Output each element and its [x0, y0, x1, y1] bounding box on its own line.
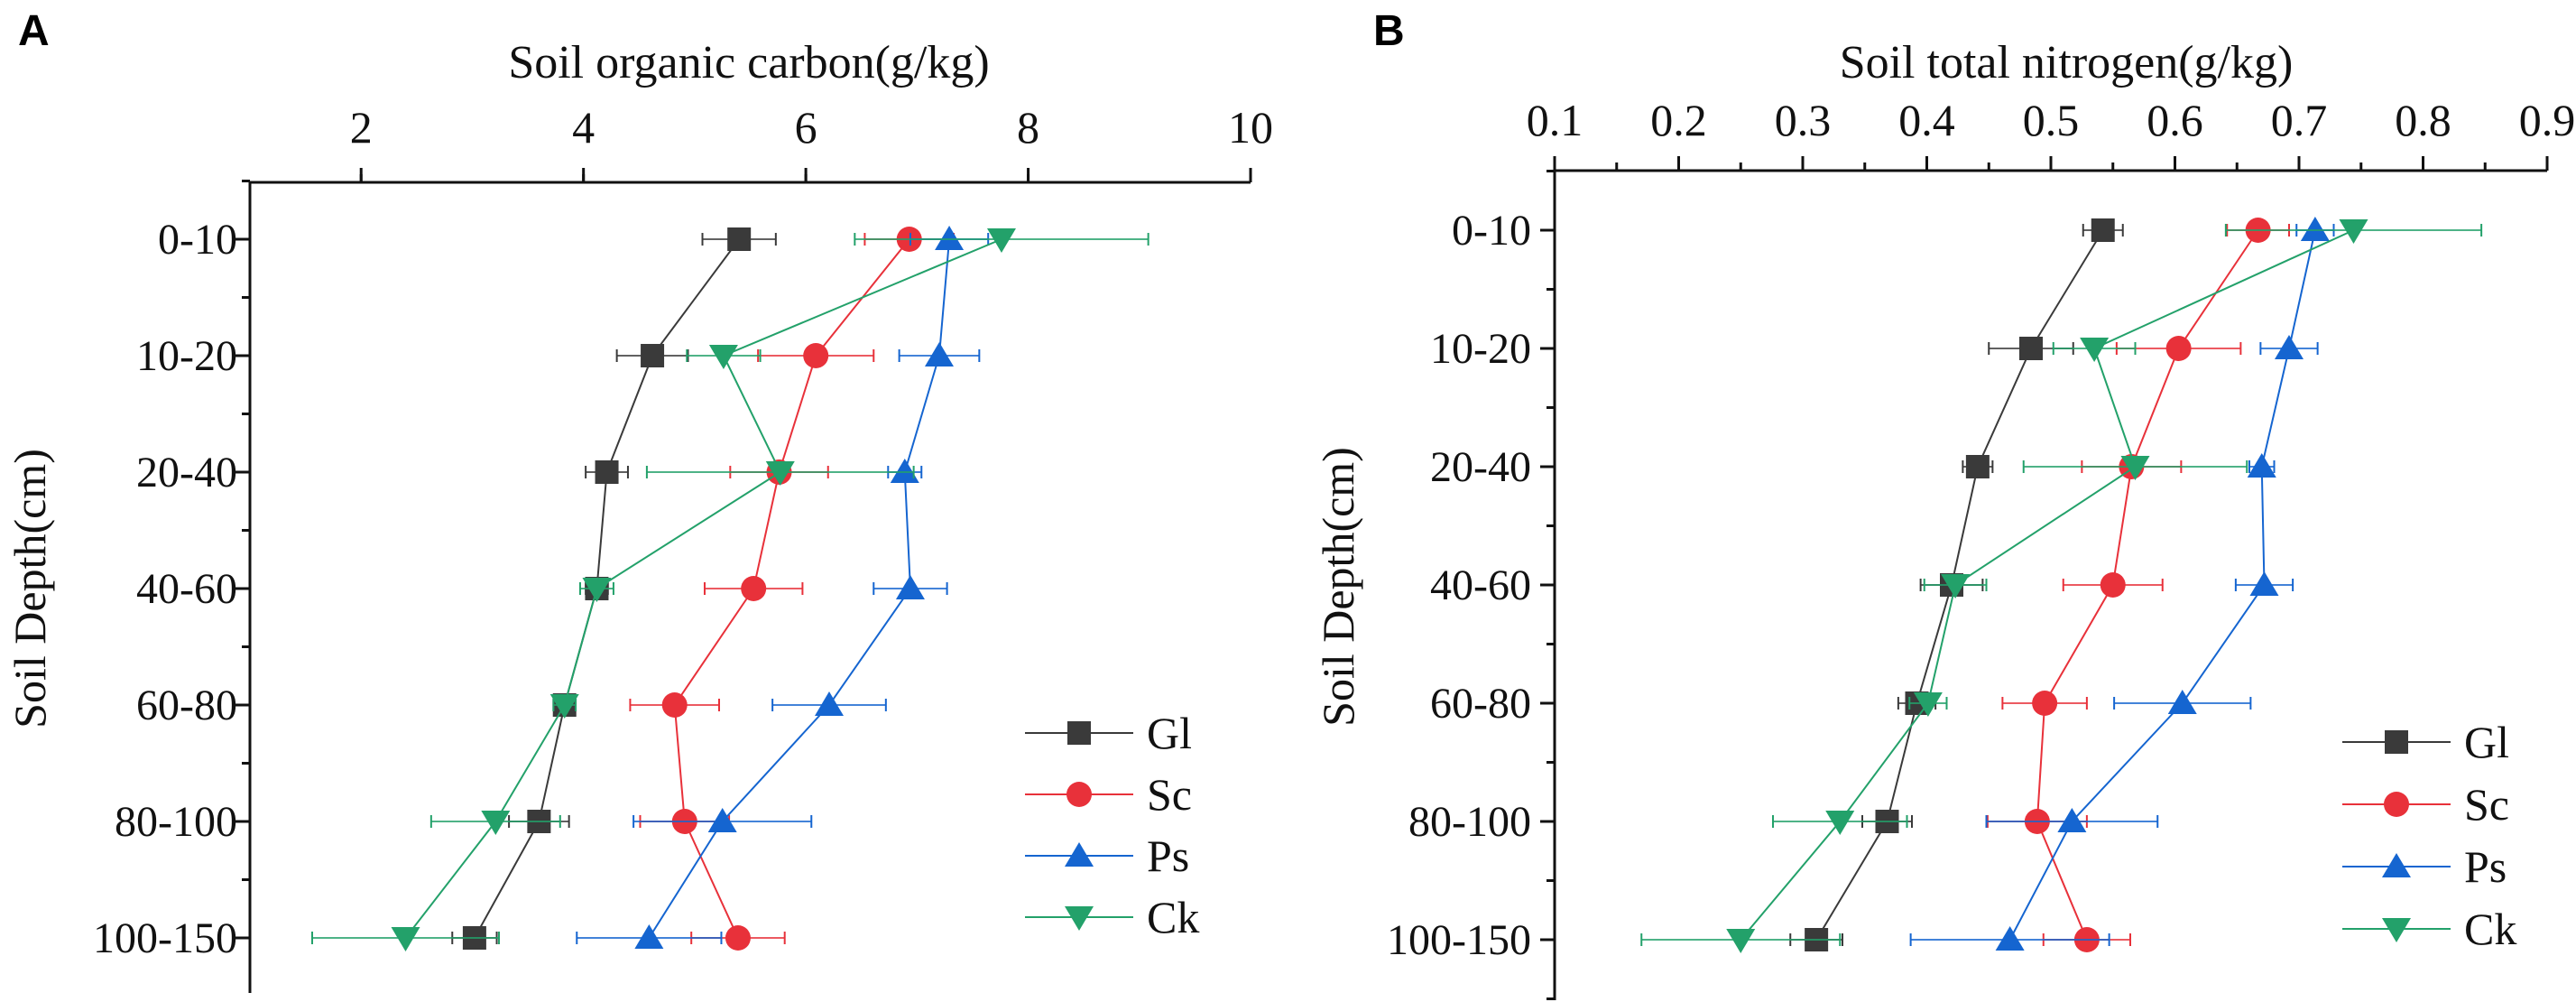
y-tick-label: 20-40: [1430, 443, 1531, 491]
data-point: [1825, 811, 1855, 835]
data-point: [634, 924, 664, 949]
panel-b: B Soil total nitrogen(g/kg) 0.1 0.2 0.3 0.4 0.…: [1313, 7, 2575, 1000]
legend-marker: [2385, 730, 2408, 754]
data-point: [2300, 217, 2330, 241]
data-point: [814, 691, 844, 716]
data-point: [2249, 571, 2279, 596]
data-point: [2165, 336, 2192, 361]
data-point: [1941, 574, 1971, 598]
x-tick-label: 0.6: [2147, 95, 2203, 145]
x-tick-label: 0.8: [2395, 95, 2451, 145]
data-point: [803, 343, 829, 368]
series-ck: [1640, 219, 2483, 953]
data-point: [2091, 218, 2115, 242]
legend-label: Ck: [1147, 892, 1199, 942]
data-point: [391, 927, 420, 951]
data-point: [2339, 219, 2368, 244]
y-tick-label: 80-100: [1408, 798, 1531, 846]
x-tick-label: 0.5: [2023, 95, 2080, 145]
legend-label: Ck: [2464, 904, 2516, 954]
data-point: [725, 925, 751, 951]
data-point: [708, 345, 738, 369]
data-point: [707, 808, 737, 832]
data-point: [1995, 926, 2025, 951]
data-point: [1726, 929, 1756, 953]
data-point: [2019, 337, 2043, 360]
data-point: [2100, 572, 2126, 598]
data-point: [2275, 335, 2304, 359]
panel-a: A Soil organic carbon(g/kg) 2 4 6 8 10 0-10 10-2…: [5, 7, 1273, 993]
y-tick-label: 10-20: [136, 332, 237, 380]
data-point: [481, 811, 511, 835]
data-point: [2247, 453, 2276, 478]
data-point: [641, 344, 665, 367]
x-tick-label: 0.3: [1775, 95, 1832, 145]
data-point: [661, 692, 688, 718]
panel-label: A: [18, 7, 50, 55]
x-tick-label: 4: [572, 102, 595, 153]
y-tick-label: 40-60: [136, 565, 237, 613]
data-point: [2120, 456, 2150, 480]
data-point: [1965, 455, 1990, 478]
legend-label: Ps: [1147, 830, 1189, 881]
x-tick-label: 0.9: [2519, 95, 2576, 145]
x-tick-label: 10: [1228, 102, 1273, 153]
data-point: [741, 576, 767, 601]
legend-marker: [1066, 782, 1092, 807]
data-point: [1913, 692, 1943, 717]
y-tick-label: 20-40: [136, 449, 237, 496]
legend-marker: [2384, 792, 2409, 817]
data-point: [765, 461, 795, 486]
legend-marker: [1065, 906, 1094, 931]
x-tick-label: 0.4: [1898, 95, 1955, 145]
legend-marker: [1067, 721, 1091, 745]
legend-label: Sc: [1147, 769, 1192, 820]
x-tick-label: 0.2: [1650, 95, 1707, 145]
y-tick-label: 40-60: [1430, 561, 1531, 609]
y-axis-title: Soil Depth(cm): [5, 449, 55, 728]
data-point: [595, 460, 619, 484]
x-tick-label: 6: [795, 102, 817, 153]
x-axis-title: Soil total nitrogen(g/kg): [1840, 37, 2294, 88]
legend-label: Gl: [1147, 708, 1192, 758]
series-ps: [1909, 217, 2335, 951]
data-point: [2080, 338, 2110, 362]
y-tick-label: 10-20: [1430, 325, 1531, 373]
x-tick-label: 2: [350, 102, 373, 153]
legend-label: Sc: [2464, 779, 2509, 830]
series-ck: [311, 228, 1150, 951]
legend-marker: [2382, 853, 2411, 877]
x-axis-title: Soil organic carbon(g/kg): [508, 37, 989, 88]
panel-label: B: [1373, 7, 1405, 55]
legend-marker: [2382, 918, 2411, 942]
series-ps: [576, 226, 990, 949]
legend-label: Ps: [2464, 841, 2507, 892]
y-tick-label: 0-10: [1452, 207, 1531, 255]
legend-marker: [1065, 842, 1094, 867]
data-point: [582, 578, 612, 602]
y-tick-label: 0-10: [158, 216, 237, 264]
x-tick-label: 0.1: [1527, 95, 1583, 145]
data-point: [549, 694, 579, 719]
data-point: [890, 459, 919, 483]
data-point: [986, 228, 1016, 253]
data-point: [727, 227, 752, 251]
legend-label: Gl: [2464, 717, 2509, 767]
y-tick-label: 100-150: [93, 914, 237, 962]
y-tick-label: 60-80: [1430, 680, 1531, 728]
data-point: [2057, 808, 2087, 832]
x-tick-label: 8: [1017, 102, 1039, 153]
y-tick-label: 100-150: [1387, 916, 1531, 964]
data-point: [2032, 691, 2058, 716]
y-tick-label: 80-100: [115, 798, 237, 846]
x-tick-label: 0.7: [2271, 95, 2328, 145]
data-point: [895, 575, 925, 599]
data-point: [2167, 690, 2197, 714]
y-axis-title: Soil Depth(cm): [1313, 447, 1363, 727]
data-point: [924, 342, 954, 366]
data-point: [935, 226, 965, 250]
y-tick-label: 60-80: [136, 682, 237, 729]
